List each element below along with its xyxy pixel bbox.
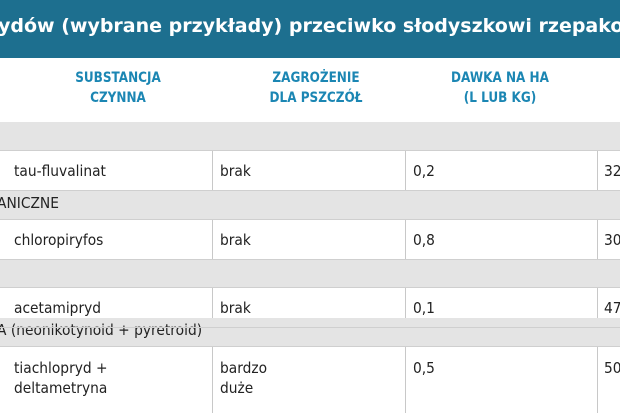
row-divider xyxy=(0,150,620,151)
header-substance: SUBSTANCJA CZYNNA xyxy=(75,70,161,106)
table-row: tiachlopryd + deltametryna bardzo duże 0… xyxy=(0,346,620,413)
cell-dose: 0,2 xyxy=(413,162,435,180)
cell-bee-danger: brak xyxy=(220,162,251,180)
cell-bee-danger: brak xyxy=(220,231,251,249)
column-divider xyxy=(405,150,406,191)
row-divider xyxy=(0,327,620,328)
cell-dose: 0,5 xyxy=(413,359,435,377)
cell-last: 47 xyxy=(604,299,620,317)
column-divider xyxy=(597,287,598,328)
cell-bee-danger: bardzo duże xyxy=(220,359,268,397)
section-band-2: ANICZNE xyxy=(0,191,620,219)
row-divider xyxy=(0,219,620,220)
table-header: SUBSTANCJA CZYNNA ZAGROŻENIE DLA PSZCZÓŁ… xyxy=(0,58,620,122)
column-divider xyxy=(212,287,213,328)
column-divider xyxy=(405,219,406,260)
cell-dose: 0,8 xyxy=(413,231,435,249)
section-band-4: A (neonikotynoid + pyretroid) xyxy=(0,318,620,346)
cell-substance: tau-fluvalinat xyxy=(14,162,106,180)
row-divider xyxy=(0,287,620,288)
column-divider xyxy=(212,219,213,260)
cell-last: 30 xyxy=(604,231,620,249)
cell-substance: acetamipryd xyxy=(14,299,102,317)
cell-bee-danger: brak xyxy=(220,299,251,317)
table-title: ydów (wybrane przykłady) przeciwko słody… xyxy=(0,0,620,58)
column-divider xyxy=(212,150,213,191)
column-divider xyxy=(405,346,406,413)
cell-substance: chloropiryfos xyxy=(14,231,104,249)
column-divider xyxy=(405,287,406,328)
cell-dose: 0,1 xyxy=(413,299,435,317)
column-divider xyxy=(597,346,598,413)
row-divider xyxy=(0,190,620,191)
section-band-1 xyxy=(0,122,620,150)
cell-last: 32 xyxy=(604,162,620,180)
section-band-3 xyxy=(0,260,620,287)
header-bee-danger: ZAGROŻENIE DLA PSZCZÓŁ xyxy=(269,70,363,106)
column-divider xyxy=(212,346,213,413)
row-divider xyxy=(0,346,620,347)
header-dose: DAWKA NA HA (L LUB KG) xyxy=(451,70,549,106)
cell-last: 50 xyxy=(604,359,620,377)
table-row: chloropiryfos brak 0,8 30 xyxy=(0,219,620,260)
cell-substance: tiachlopryd + deltametryna xyxy=(14,359,108,397)
row-divider xyxy=(0,259,620,260)
column-divider xyxy=(597,150,598,191)
table-row: tau-fluvalinat brak 0,2 32 xyxy=(0,150,620,191)
column-divider xyxy=(597,219,598,260)
